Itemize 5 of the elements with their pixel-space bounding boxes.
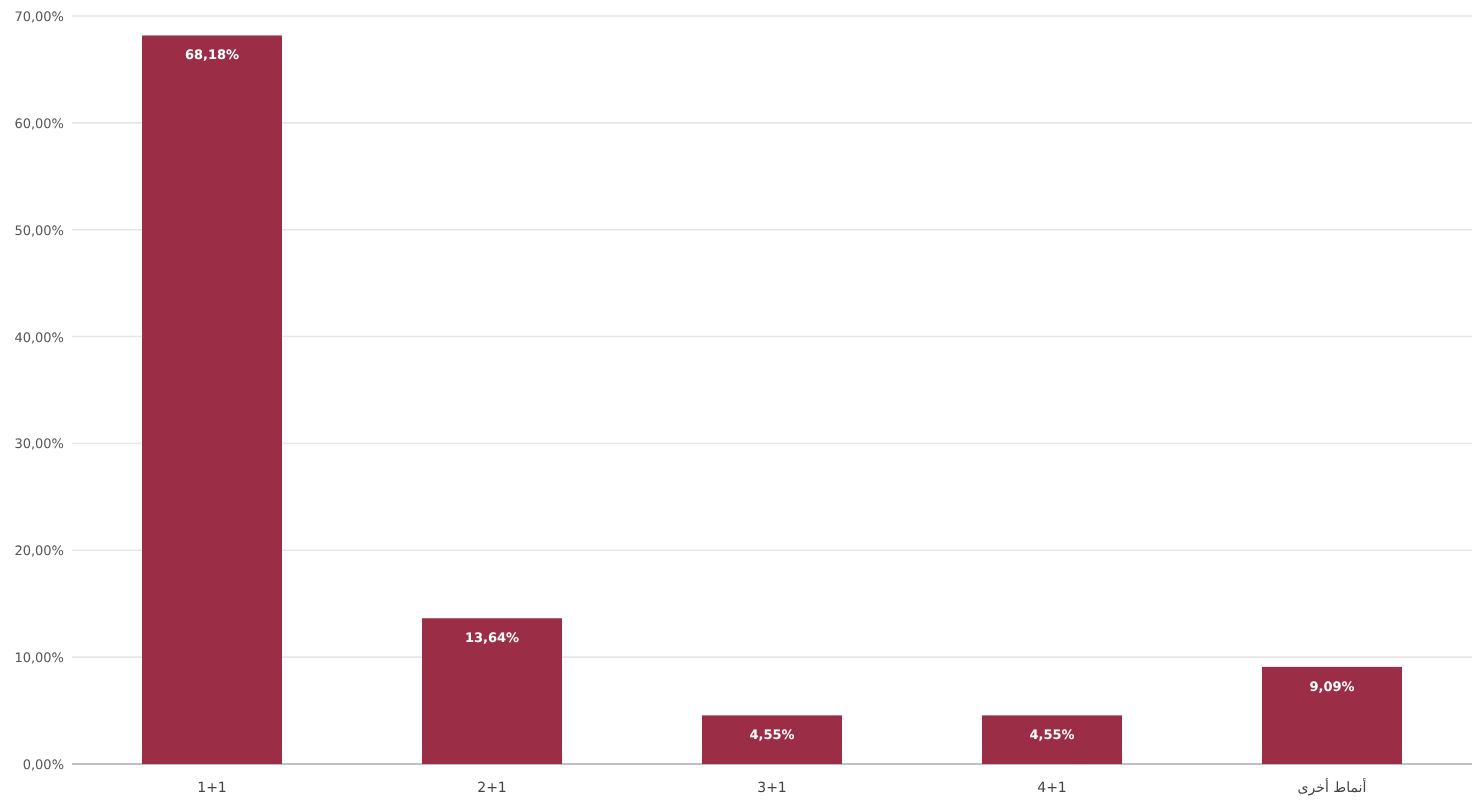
bar xyxy=(422,618,562,764)
bar xyxy=(142,35,282,764)
bar xyxy=(702,715,842,764)
bar xyxy=(982,715,1122,764)
bar xyxy=(1262,666,1402,764)
